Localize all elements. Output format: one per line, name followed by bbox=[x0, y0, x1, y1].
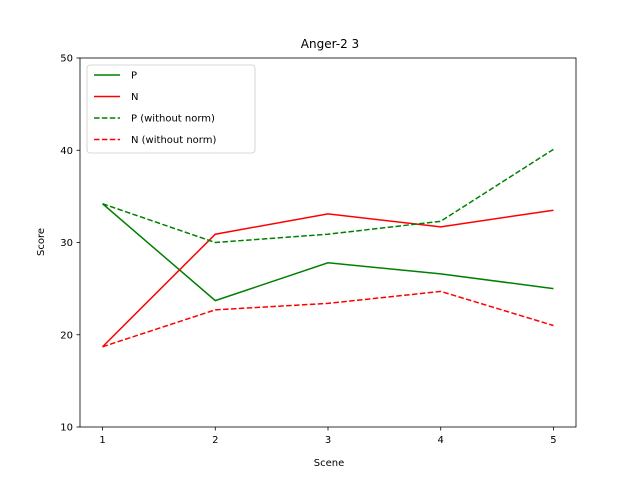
chart-title: Anger-2 3 bbox=[301, 37, 359, 51]
legend-label: P (without norm) bbox=[131, 114, 215, 125]
legend-box bbox=[86, 64, 256, 154]
series-layer bbox=[102, 148, 554, 348]
x-axis-label: Scene bbox=[314, 458, 345, 469]
x-tick-label: 5 bbox=[550, 435, 556, 446]
x-tick-label: 3 bbox=[325, 435, 331, 446]
series-line-3 bbox=[102, 148, 554, 244]
legend-label: P bbox=[131, 71, 137, 82]
y-tick-label: 20 bbox=[60, 330, 73, 341]
x-tick-label: 2 bbox=[212, 435, 218, 446]
x-tick-label: 4 bbox=[438, 435, 444, 446]
series-line-4 bbox=[102, 290, 554, 348]
y-tick-label: 30 bbox=[60, 238, 73, 249]
series-line-2 bbox=[102, 209, 554, 348]
y-tick-label: 50 bbox=[60, 54, 73, 65]
legend-label: N bbox=[131, 92, 138, 103]
legend-label: N (without norm) bbox=[131, 135, 216, 146]
legend: PN P (without norm) N (without norm) bbox=[86, 64, 256, 154]
series-line-1 bbox=[102, 203, 554, 302]
x-tick-label: 1 bbox=[99, 435, 105, 446]
y-axis-label: Score bbox=[36, 228, 47, 256]
y-tick-label: 40 bbox=[60, 146, 73, 157]
axes-layer: 1 2 3 4 5 10 20 30 40 50 bbox=[60, 54, 577, 446]
y-tick-label: 10 bbox=[60, 423, 73, 434]
